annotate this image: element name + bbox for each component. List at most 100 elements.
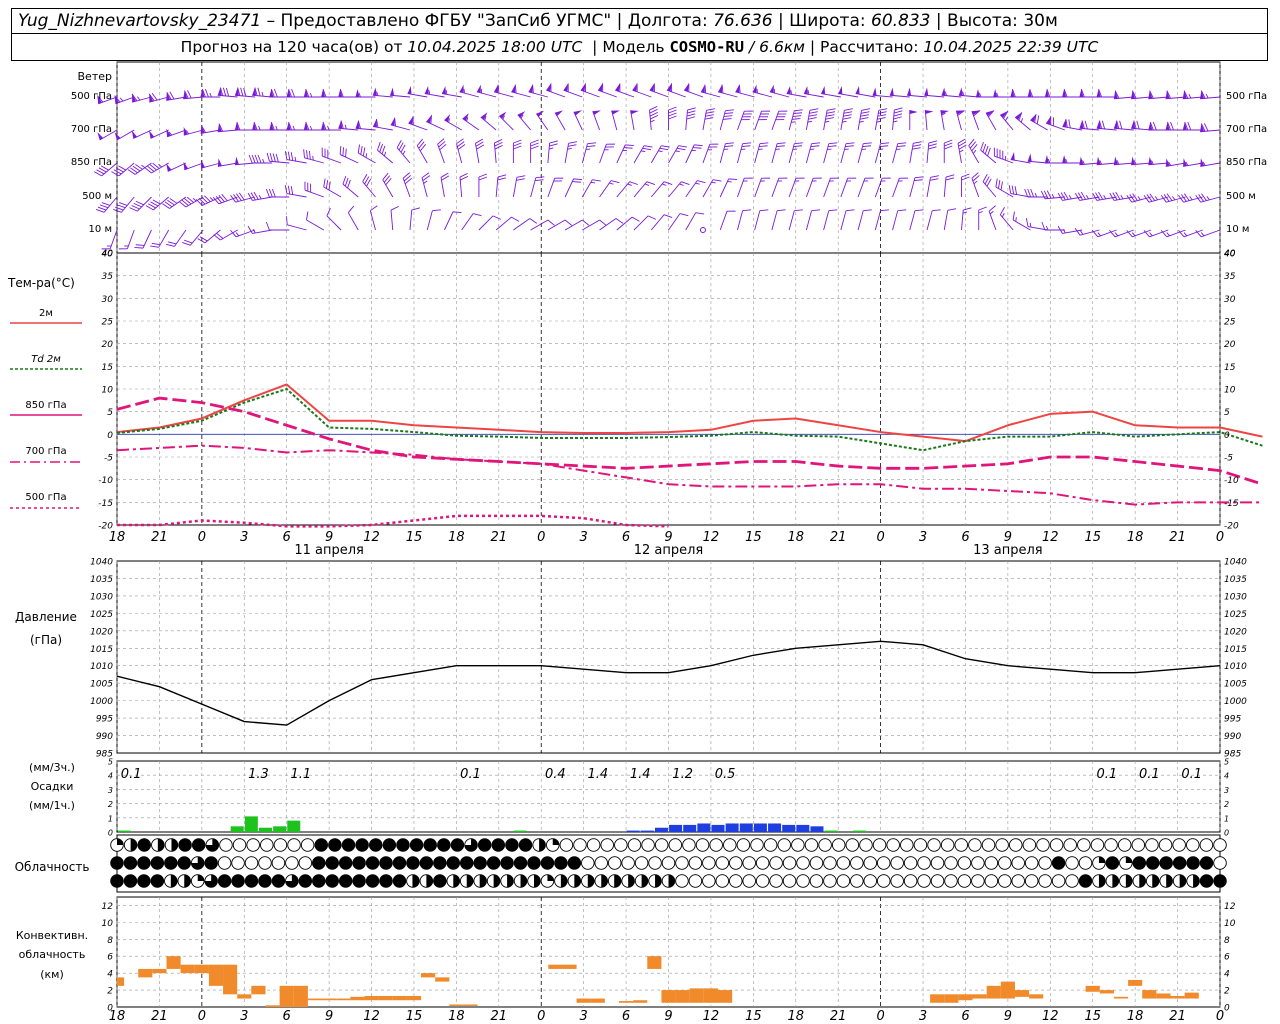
wind-barb-staff bbox=[323, 186, 342, 198]
y-tick-label: 1000 bbox=[90, 697, 113, 707]
wind-barb bbox=[993, 147, 1014, 164]
convective-cloud-bar bbox=[619, 1001, 634, 1003]
wind-barb-full bbox=[535, 176, 545, 179]
wind-barb bbox=[771, 209, 786, 231]
x-tick-label: 6 bbox=[622, 1009, 630, 1024]
wind-barb-staff bbox=[892, 143, 899, 164]
wind-barb-staff bbox=[1200, 96, 1221, 100]
wind-barb bbox=[926, 175, 939, 198]
y-tick-label: 1005 bbox=[90, 680, 113, 690]
cloud-partial-fill bbox=[601, 874, 608, 888]
wind-barb-full bbox=[253, 191, 259, 200]
wind-barb-full bbox=[118, 202, 128, 206]
pressure-title: Давление bbox=[15, 610, 77, 624]
wind-barb-full bbox=[686, 113, 696, 117]
wind-barb-full bbox=[969, 141, 976, 149]
wind-barb bbox=[396, 140, 411, 164]
wind-level-label: 500 м bbox=[82, 191, 112, 202]
wind-barb-staff bbox=[874, 178, 883, 198]
wind-barb-half bbox=[979, 92, 982, 98]
wind-pennant bbox=[1182, 90, 1187, 99]
wind-barb-staff bbox=[633, 145, 645, 164]
cloud-overcast bbox=[1172, 856, 1187, 870]
wind-barb-full bbox=[1170, 121, 1174, 131]
wind-barb bbox=[924, 87, 945, 98]
cloud-overcast bbox=[518, 838, 533, 852]
wind-barb-half bbox=[824, 120, 830, 123]
wind-barb-full bbox=[379, 143, 383, 153]
altitude-label: Высота: bbox=[947, 11, 1018, 31]
wind-pennant bbox=[769, 84, 774, 93]
wind-barb-half bbox=[675, 150, 680, 153]
cloud-clear bbox=[723, 838, 737, 852]
wind-level-label-right: 10 м bbox=[1226, 224, 1249, 235]
wind-barb-full bbox=[912, 147, 921, 150]
wind-barb bbox=[993, 89, 1014, 98]
wind-barb-half bbox=[294, 156, 297, 162]
wind-barb-full bbox=[404, 177, 412, 185]
wind-barb-staff bbox=[1062, 229, 1083, 234]
wind-barb-full bbox=[95, 209, 105, 213]
cloud-clear bbox=[782, 874, 797, 888]
wind-barb bbox=[649, 105, 659, 131]
wind-barb-full bbox=[564, 219, 573, 226]
cloud-partial-fill bbox=[1125, 856, 1133, 863]
wind-barb-staff bbox=[1183, 196, 1203, 203]
convective-cloud-bar bbox=[194, 964, 209, 974]
y-tick-label-right: 3 bbox=[1224, 786, 1229, 795]
y-tick-label: 4 bbox=[107, 970, 113, 980]
precip-bar bbox=[753, 823, 767, 832]
y-tick-label-right: 30 bbox=[1224, 295, 1236, 305]
wind-barb-staff bbox=[615, 89, 635, 98]
wind-barb-staff bbox=[926, 143, 930, 164]
wind-barb-full bbox=[457, 144, 466, 150]
precipitation-panel: 0.1 1.3 1.1 0.1 0.4 1.4 1.4 1.2 0.5 0.1 0.1 0.1 bbox=[117, 767, 1202, 832]
wind-pennant bbox=[1096, 156, 1101, 165]
wind-pennant bbox=[1015, 112, 1022, 120]
wind-barb-staff bbox=[185, 196, 204, 208]
precip-bar bbox=[852, 830, 866, 832]
wind-barb-full bbox=[284, 185, 288, 194]
wind-barb bbox=[1062, 88, 1083, 98]
wind-pennant bbox=[390, 87, 395, 96]
wind-barb-staff bbox=[1079, 196, 1100, 201]
convective-cloud-bar bbox=[717, 990, 733, 1003]
cloud-overcast bbox=[437, 838, 451, 852]
cloud-clear bbox=[782, 856, 797, 870]
wind-barb-full bbox=[877, 117, 886, 120]
cloud-overcast bbox=[1213, 874, 1227, 888]
convective-cloud-bar bbox=[661, 990, 676, 1003]
x-tick-label: 15 bbox=[406, 530, 423, 545]
wind-pennant bbox=[803, 85, 808, 95]
cloud-clear bbox=[1038, 874, 1052, 888]
wind-pennant bbox=[855, 85, 860, 95]
wind-barb-full bbox=[893, 113, 903, 117]
wind-barb-staff bbox=[511, 91, 531, 98]
wind-barb-half bbox=[1188, 93, 1192, 99]
wind-barb-full bbox=[1030, 188, 1035, 198]
wind-barb bbox=[926, 140, 938, 164]
wind-barb-full bbox=[339, 145, 342, 155]
cloud-clear bbox=[769, 856, 783, 870]
wind-barb-full bbox=[988, 205, 996, 212]
wind-barb-full bbox=[1024, 188, 1029, 198]
wind-barb-half bbox=[502, 115, 505, 120]
wind-barb bbox=[478, 173, 488, 197]
precip-3h-label: 0.4 bbox=[545, 767, 566, 782]
wind-barb bbox=[131, 93, 152, 103]
wind-barb-full bbox=[347, 205, 355, 213]
wind-barb-full bbox=[1012, 211, 1015, 221]
wind-barb bbox=[892, 142, 907, 164]
wind-barb-half bbox=[1116, 160, 1120, 165]
wind-barb-full bbox=[649, 105, 658, 111]
wind-barb bbox=[1045, 116, 1066, 131]
wind-barb-staff bbox=[184, 162, 204, 171]
wind-barb bbox=[547, 140, 558, 164]
wind-barb-full bbox=[573, 178, 583, 180]
wind-barb-full bbox=[197, 238, 206, 244]
wind-barb bbox=[958, 87, 979, 98]
cloud-clear bbox=[940, 838, 955, 852]
wind-barb-full bbox=[742, 142, 752, 145]
y-tick-label: 990 bbox=[96, 732, 113, 742]
wind-barb-full bbox=[129, 207, 138, 212]
